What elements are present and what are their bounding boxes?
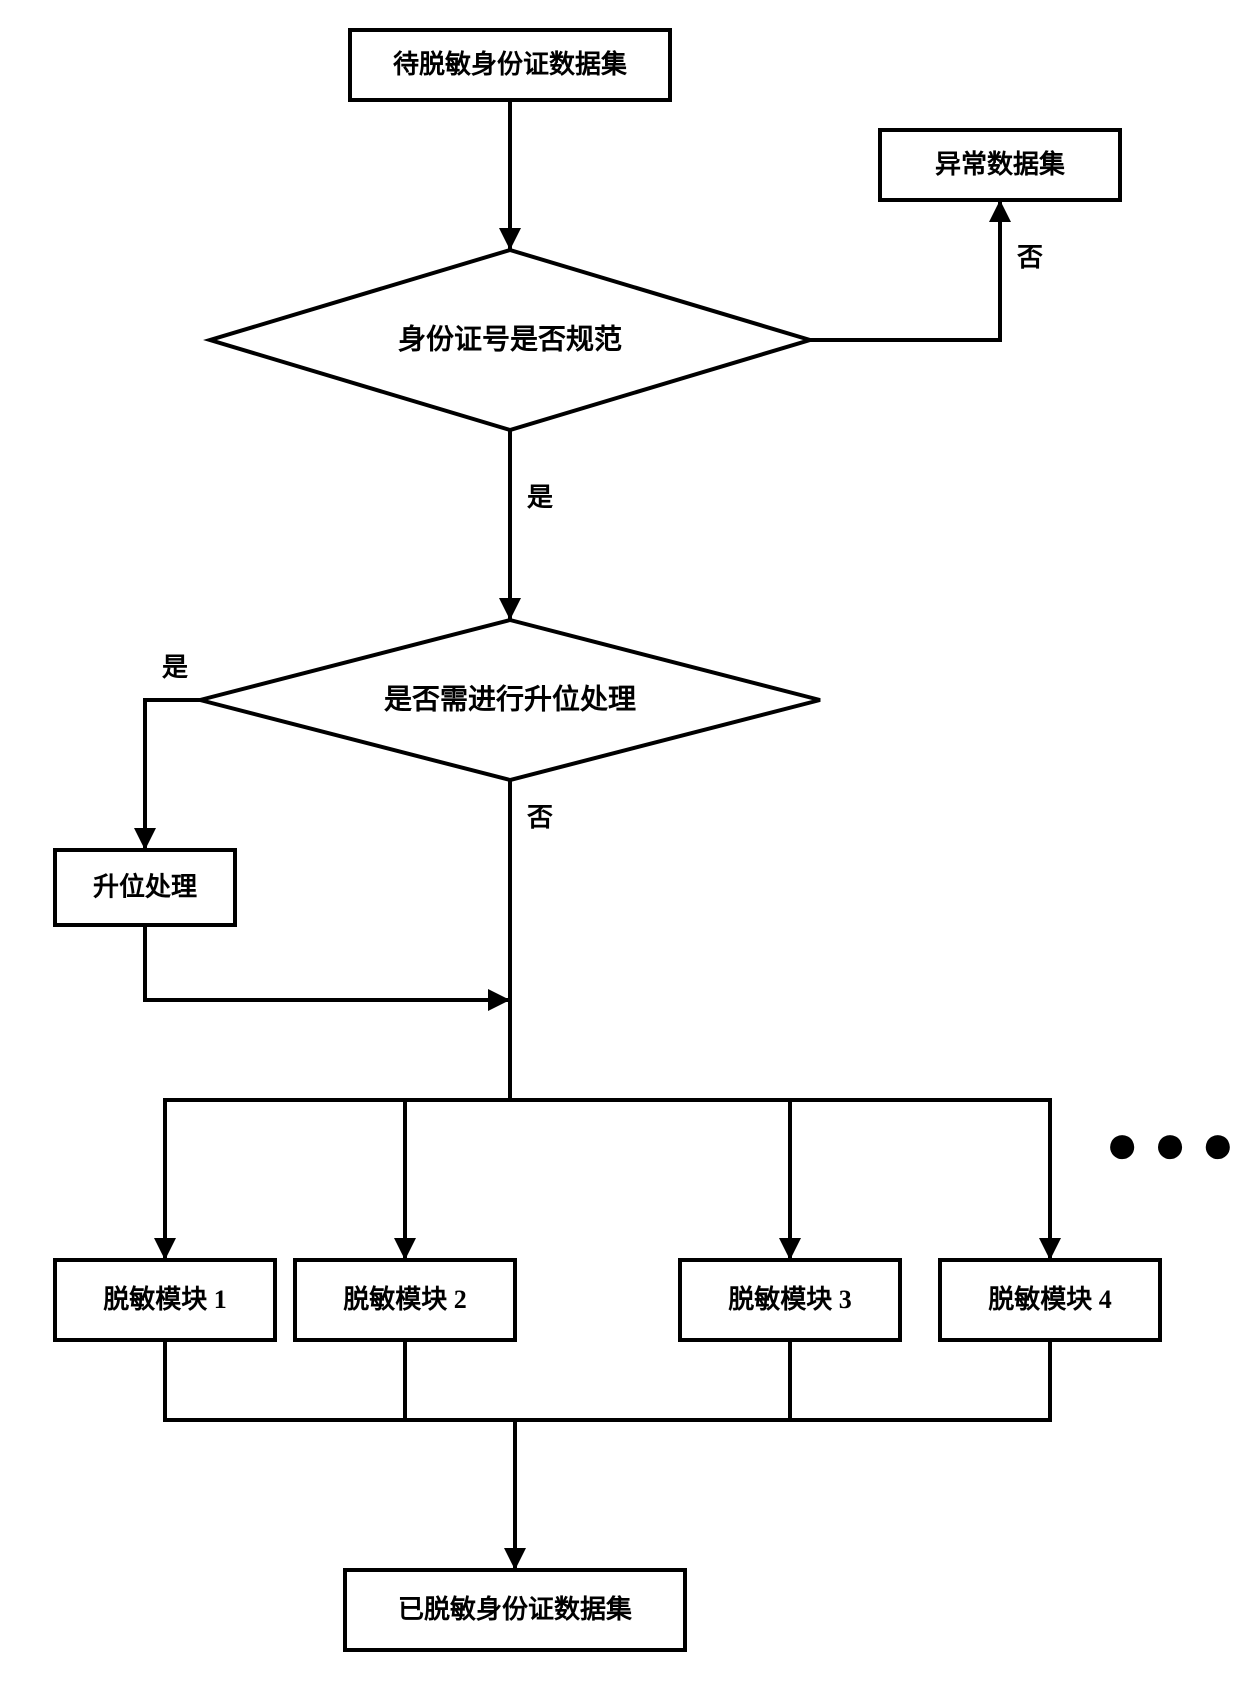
edge-label: 是 [527,483,553,512]
node-n_m4: 脱敏模块 4 [940,1260,1160,1340]
edge-label: 否 [1017,243,1043,272]
node-label: 异常数据集 [935,149,1066,179]
node-label: 身份证号是否规范 [398,322,622,355]
node-label: 升位处理 [93,871,197,901]
node-label: 是否需进行升位处理 [384,682,636,715]
node-n_input: 待脱敏身份证数据集 [350,30,670,100]
node-n_up: 升位处理 [55,850,235,925]
node-label: 待脱敏身份证数据集 [393,49,628,79]
node-label: 脱敏模块 1 [103,1285,227,1314]
ellipsis-icon: ● ● ● [1105,1114,1234,1176]
node-label: 脱敏模块 3 [728,1285,852,1314]
edge-label: 否 [527,803,553,832]
node-n_out: 已脱敏身份证数据集 [345,1570,685,1650]
node-n_m1: 脱敏模块 1 [55,1260,275,1340]
edge-label: 是 [162,653,188,682]
flowchart-svg: 否是是否待脱敏身份证数据集异常数据集身份证号是否规范是否需进行升位处理升位处理脱… [0,0,1240,1706]
node-n_m3: 脱敏模块 3 [680,1260,900,1340]
flowchart-container: 否是是否待脱敏身份证数据集异常数据集身份证号是否规范是否需进行升位处理升位处理脱… [0,0,1240,1706]
node-label: 已脱敏身份证数据集 [398,1594,633,1624]
node-n_abn: 异常数据集 [880,130,1120,200]
node-n_m2: 脱敏模块 2 [295,1260,515,1340]
node-label: 脱敏模块 4 [988,1285,1112,1314]
node-label: 脱敏模块 2 [343,1285,467,1314]
